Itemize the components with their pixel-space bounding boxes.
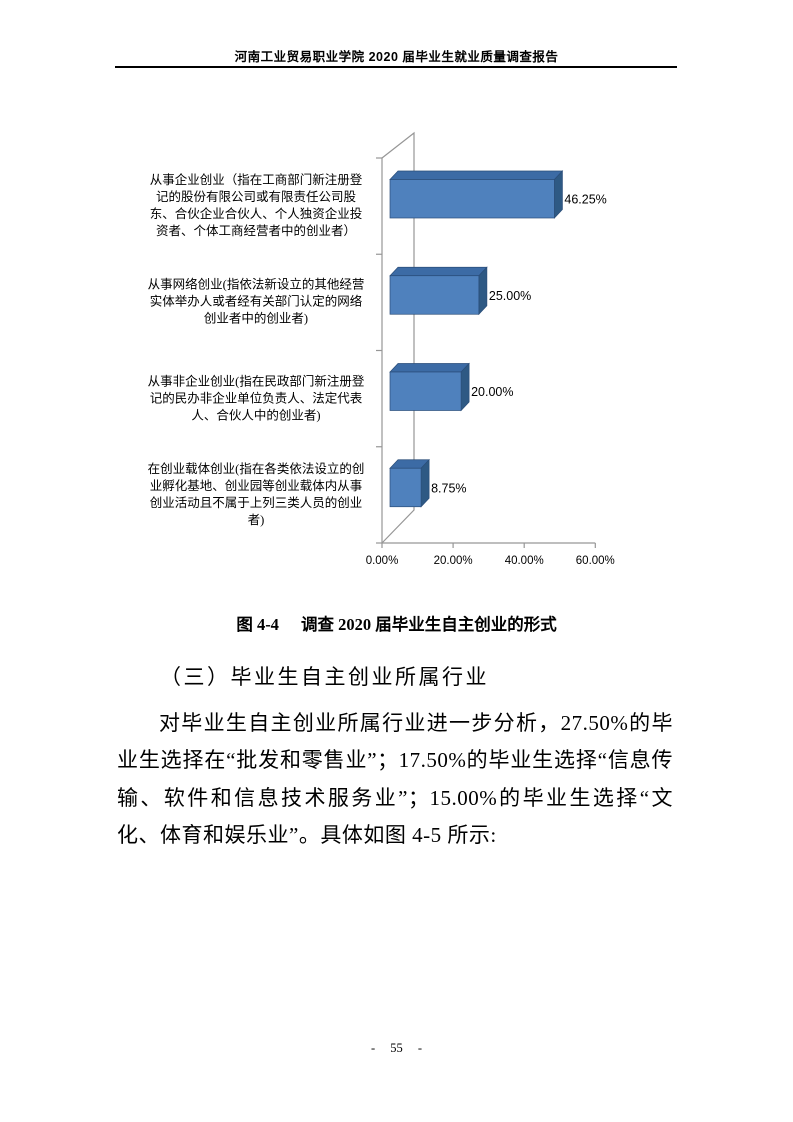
page-number: - 55 - (370, 1041, 423, 1055)
page-header-title: 河南工业贸易职业学院 2020 届毕业生就业质量调查报告 (234, 50, 559, 64)
figure-number: 图 4-4 (236, 615, 279, 634)
x-tick-label: 20.00% (434, 555, 473, 567)
category-label: 在创业载体创业(指在各类依法设立的创 业孵化基地、创业园等创业载体内从事 创业活… (147, 461, 365, 527)
category-label: 从事非企业创业(指在民政部门新注册登 记的民办非企业单位负责人、法定代表 人、合… (147, 374, 365, 423)
category-label: 从事企业创业（指在工商部门新注册登 记的股份有限公司或有限责任公司股 东、合伙企… (149, 173, 363, 239)
bar-value-label: 46.25% (564, 193, 606, 207)
bar-chart-canvas: 0.00% 20.00% 40.00% 60.00% 46.25% 25.00% 20.00… (366, 131, 615, 567)
bar-value-label: 25.00% (489, 289, 531, 303)
bar (389, 371, 462, 411)
bar-side-face (420, 458, 430, 508)
bar (389, 179, 555, 219)
header-rule (115, 66, 677, 69)
bar-side-face (478, 266, 488, 316)
bar-value-label: 8.75% (431, 481, 466, 495)
bar-side-face (460, 362, 470, 412)
bar (389, 467, 422, 508)
x-tick-label: 60.00% (576, 555, 615, 567)
bar-value-label: 20.00% (471, 385, 513, 399)
bar-top-face (389, 170, 564, 180)
bar (389, 275, 480, 315)
figure-4-4-chart: 0.00% 20.00% 40.00% 60.00% 46.25% 25.00% 20.00… (147, 131, 615, 567)
bar-side-face (554, 170, 563, 219)
x-tick-label: 40.00% (505, 555, 544, 567)
bar-top-face (389, 266, 488, 277)
figure-title: 调查 2020 届毕业生自主创业的形式 (300, 615, 557, 634)
bar-top-face (389, 363, 470, 373)
x-tick-label: 0.00% (366, 555, 399, 567)
body-paragraph: 对毕业生自主创业所属行业进一步分析，27.50%的毕业生选择在“批发和零售业”；… (117, 711, 673, 847)
figure-caption: 图 4-4 调查 2020 届毕业生自主创业的形式 (0, 611, 793, 635)
wall-lines (381, 131, 415, 544)
section-heading: （三）毕业生自主创业所属行业 (160, 665, 489, 689)
category-label: 从事网络创业(指依法新设立的其他经营 实体举办人或者经有关部门认定的网络 创业者… (147, 277, 365, 326)
